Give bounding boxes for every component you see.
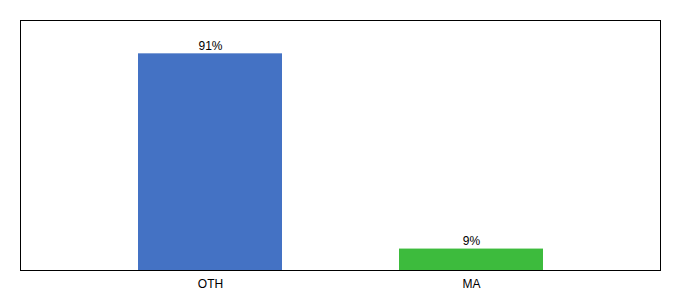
svg-text:MA: MA (463, 277, 481, 291)
svg-text:91%: 91% (198, 39, 222, 53)
svg-text:OTH: OTH (198, 277, 223, 291)
svg-text:9%: 9% (463, 234, 481, 248)
